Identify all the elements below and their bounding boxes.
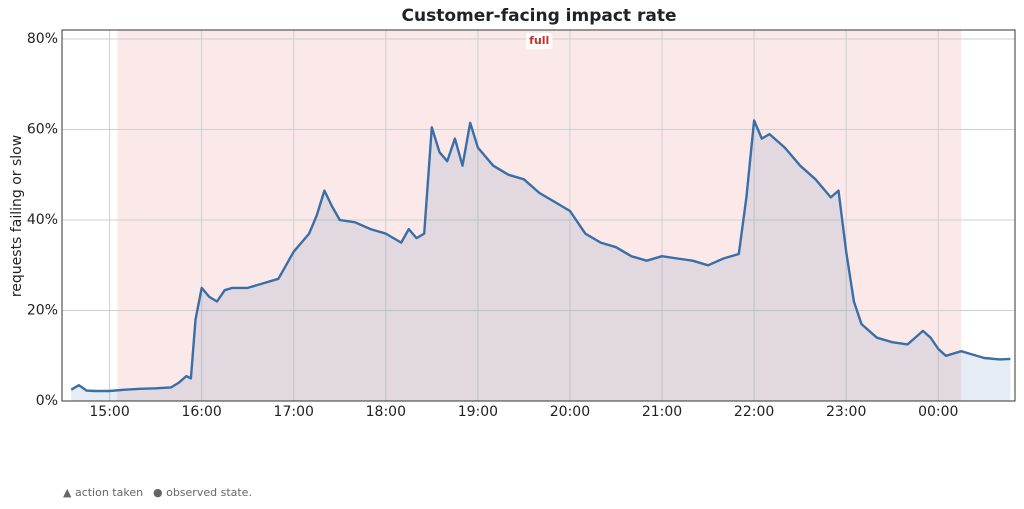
x-tick-label: 19:00 xyxy=(458,404,498,420)
line xyxy=(70,119,1011,393)
y-tick-label: 20% xyxy=(27,303,58,319)
y-tick-label: 60% xyxy=(27,122,58,138)
y-tick-label: 40% xyxy=(27,212,58,228)
chart-title: Customer-facing impact rate xyxy=(402,6,677,26)
y-tick-label: 80% xyxy=(27,31,58,47)
footer-note: ▲ action taken xyxy=(63,486,143,499)
x-tick-label: 22:00 xyxy=(734,404,774,420)
band-label-bg xyxy=(526,33,553,49)
plot-frame xyxy=(61,29,1016,402)
y-tick-label: 0% xyxy=(36,393,58,409)
footer-note: ● observed state. xyxy=(153,486,252,499)
x-tick-label: 20:00 xyxy=(550,404,590,420)
x-tick-label: 00:00 xyxy=(918,404,958,420)
x-tick-label: 17:00 xyxy=(274,404,314,420)
area xyxy=(71,120,1011,401)
y-axis-label: requests failing or slow xyxy=(9,135,25,297)
x-tick-label: 15:00 xyxy=(89,404,129,420)
x-tick-label: 18:00 xyxy=(366,404,406,420)
x-tick-label: 23:00 xyxy=(826,404,866,420)
band-label: full xyxy=(529,34,549,47)
x-tick-label: 21:00 xyxy=(642,404,682,420)
state-band xyxy=(117,30,962,401)
x-tick-label: 16:00 xyxy=(181,404,221,420)
